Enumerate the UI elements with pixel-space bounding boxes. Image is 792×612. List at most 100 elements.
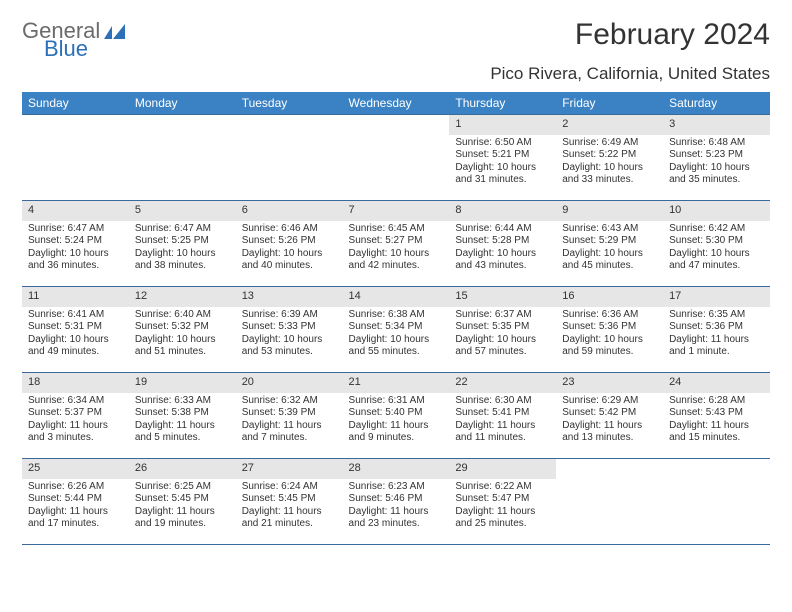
sunrise-text: Sunrise: 6:32 AM <box>242 395 337 408</box>
calendar-day-cell: 23Sunrise: 6:29 AMSunset: 5:42 PMDayligh… <box>556 373 663 459</box>
daylight-text: Daylight: 10 hours and 47 minutes. <box>669 248 764 273</box>
calendar-day-cell: 9Sunrise: 6:43 AMSunset: 5:29 PMDaylight… <box>556 201 663 287</box>
day-number: 21 <box>343 373 450 393</box>
day-detail: Sunrise: 6:47 AMSunset: 5:24 PMDaylight:… <box>22 221 129 277</box>
weekday-header: Wednesday <box>343 92 450 115</box>
sunrise-text: Sunrise: 6:48 AM <box>669 137 764 150</box>
daylight-text: Daylight: 10 hours and 40 minutes. <box>242 248 337 273</box>
calendar-header: SundayMondayTuesdayWednesdayThursdayFrid… <box>22 92 770 115</box>
calendar-day-cell: 26Sunrise: 6:25 AMSunset: 5:45 PMDayligh… <box>129 459 236 545</box>
calendar-day-cell: 1Sunrise: 6:50 AMSunset: 5:21 PMDaylight… <box>449 115 556 201</box>
daylight-text: Daylight: 10 hours and 53 minutes. <box>242 334 337 359</box>
weekday-header: Saturday <box>663 92 770 115</box>
day-number: 11 <box>22 287 129 307</box>
daylight-text: Daylight: 11 hours and 11 minutes. <box>455 420 550 445</box>
day-detail: Sunrise: 6:29 AMSunset: 5:42 PMDaylight:… <box>556 393 663 449</box>
sunset-text: Sunset: 5:35 PM <box>455 321 550 334</box>
daylight-text: Daylight: 10 hours and 43 minutes. <box>455 248 550 273</box>
sunrise-text: Sunrise: 6:49 AM <box>562 137 657 150</box>
sunrise-text: Sunrise: 6:39 AM <box>242 309 337 322</box>
daylight-text: Daylight: 10 hours and 35 minutes. <box>669 162 764 187</box>
sunset-text: Sunset: 5:30 PM <box>669 235 764 248</box>
sunset-text: Sunset: 5:32 PM <box>135 321 230 334</box>
sunset-text: Sunset: 5:38 PM <box>135 407 230 420</box>
daylight-text: Daylight: 11 hours and 23 minutes. <box>349 506 444 531</box>
sunset-text: Sunset: 5:27 PM <box>349 235 444 248</box>
brand-logo-line2: Blue <box>22 36 88 62</box>
calendar-day-cell: 17Sunrise: 6:35 AMSunset: 5:36 PMDayligh… <box>663 287 770 373</box>
day-detail: Sunrise: 6:44 AMSunset: 5:28 PMDaylight:… <box>449 221 556 277</box>
daylight-text: Daylight: 11 hours and 3 minutes. <box>28 420 123 445</box>
sunrise-text: Sunrise: 6:35 AM <box>669 309 764 322</box>
day-number: 1 <box>449 115 556 135</box>
calendar-day-cell: 20Sunrise: 6:32 AMSunset: 5:39 PMDayligh… <box>236 373 343 459</box>
day-detail: Sunrise: 6:48 AMSunset: 5:23 PMDaylight:… <box>663 135 770 191</box>
sunrise-text: Sunrise: 6:31 AM <box>349 395 444 408</box>
sunset-text: Sunset: 5:28 PM <box>455 235 550 248</box>
weekday-header: Sunday <box>22 92 129 115</box>
calendar-week-row: 4Sunrise: 6:47 AMSunset: 5:24 PMDaylight… <box>22 201 770 287</box>
daylight-text: Daylight: 10 hours and 33 minutes. <box>562 162 657 187</box>
sunset-text: Sunset: 5:36 PM <box>562 321 657 334</box>
day-detail: Sunrise: 6:24 AMSunset: 5:45 PMDaylight:… <box>236 479 343 535</box>
day-detail: Sunrise: 6:47 AMSunset: 5:25 PMDaylight:… <box>129 221 236 277</box>
calendar-day-cell: 10Sunrise: 6:42 AMSunset: 5:30 PMDayligh… <box>663 201 770 287</box>
sunrise-text: Sunrise: 6:23 AM <box>349 481 444 494</box>
sunrise-text: Sunrise: 6:25 AM <box>135 481 230 494</box>
daylight-text: Daylight: 10 hours and 38 minutes. <box>135 248 230 273</box>
calendar-empty-cell <box>663 459 770 545</box>
day-number: 25 <box>22 459 129 479</box>
calendar-empty-cell <box>556 459 663 545</box>
daylight-text: Daylight: 11 hours and 25 minutes. <box>455 506 550 531</box>
location-text: Pico Rivera, California, United States <box>22 64 770 84</box>
calendar-day-cell: 12Sunrise: 6:40 AMSunset: 5:32 PMDayligh… <box>129 287 236 373</box>
sunrise-text: Sunrise: 6:37 AM <box>455 309 550 322</box>
calendar-day-cell: 6Sunrise: 6:46 AMSunset: 5:26 PMDaylight… <box>236 201 343 287</box>
calendar-day-cell: 3Sunrise: 6:48 AMSunset: 5:23 PMDaylight… <box>663 115 770 201</box>
calendar-day-cell: 16Sunrise: 6:36 AMSunset: 5:36 PMDayligh… <box>556 287 663 373</box>
sunset-text: Sunset: 5:39 PM <box>242 407 337 420</box>
daylight-text: Daylight: 10 hours and 57 minutes. <box>455 334 550 359</box>
sunrise-text: Sunrise: 6:47 AM <box>135 223 230 236</box>
daylight-text: Daylight: 10 hours and 31 minutes. <box>455 162 550 187</box>
day-number: 29 <box>449 459 556 479</box>
calendar-table: SundayMondayTuesdayWednesdayThursdayFrid… <box>22 92 770 545</box>
day-detail: Sunrise: 6:46 AMSunset: 5:26 PMDaylight:… <box>236 221 343 277</box>
sunrise-text: Sunrise: 6:41 AM <box>28 309 123 322</box>
brand-text-blue: Blue <box>44 36 88 62</box>
day-detail: Sunrise: 6:37 AMSunset: 5:35 PMDaylight:… <box>449 307 556 363</box>
day-detail: Sunrise: 6:30 AMSunset: 5:41 PMDaylight:… <box>449 393 556 449</box>
day-number: 22 <box>449 373 556 393</box>
calendar-day-cell: 4Sunrise: 6:47 AMSunset: 5:24 PMDaylight… <box>22 201 129 287</box>
sunset-text: Sunset: 5:23 PM <box>669 149 764 162</box>
calendar-empty-cell <box>236 115 343 201</box>
day-number: 3 <box>663 115 770 135</box>
day-number: 10 <box>663 201 770 221</box>
calendar-day-cell: 25Sunrise: 6:26 AMSunset: 5:44 PMDayligh… <box>22 459 129 545</box>
calendar-week-row: 1Sunrise: 6:50 AMSunset: 5:21 PMDaylight… <box>22 115 770 201</box>
day-detail: Sunrise: 6:43 AMSunset: 5:29 PMDaylight:… <box>556 221 663 277</box>
daylight-text: Daylight: 11 hours and 13 minutes. <box>562 420 657 445</box>
daylight-text: Daylight: 11 hours and 5 minutes. <box>135 420 230 445</box>
day-detail: Sunrise: 6:28 AMSunset: 5:43 PMDaylight:… <box>663 393 770 449</box>
day-number: 4 <box>22 201 129 221</box>
day-number: 12 <box>129 287 236 307</box>
calendar-empty-cell <box>343 115 450 201</box>
calendar-day-cell: 14Sunrise: 6:38 AMSunset: 5:34 PMDayligh… <box>343 287 450 373</box>
calendar-day-cell: 11Sunrise: 6:41 AMSunset: 5:31 PMDayligh… <box>22 287 129 373</box>
day-number: 19 <box>129 373 236 393</box>
sunset-text: Sunset: 5:33 PM <box>242 321 337 334</box>
day-number: 15 <box>449 287 556 307</box>
sunrise-text: Sunrise: 6:26 AM <box>28 481 123 494</box>
calendar-day-cell: 21Sunrise: 6:31 AMSunset: 5:40 PMDayligh… <box>343 373 450 459</box>
daylight-text: Daylight: 11 hours and 19 minutes. <box>135 506 230 531</box>
calendar-empty-cell <box>22 115 129 201</box>
calendar-day-cell: 13Sunrise: 6:39 AMSunset: 5:33 PMDayligh… <box>236 287 343 373</box>
daylight-text: Daylight: 10 hours and 55 minutes. <box>349 334 444 359</box>
weekday-header: Tuesday <box>236 92 343 115</box>
calendar-day-cell: 22Sunrise: 6:30 AMSunset: 5:41 PMDayligh… <box>449 373 556 459</box>
sunset-text: Sunset: 5:45 PM <box>135 493 230 506</box>
day-detail: Sunrise: 6:34 AMSunset: 5:37 PMDaylight:… <box>22 393 129 449</box>
daylight-text: Daylight: 10 hours and 42 minutes. <box>349 248 444 273</box>
day-number: 5 <box>129 201 236 221</box>
